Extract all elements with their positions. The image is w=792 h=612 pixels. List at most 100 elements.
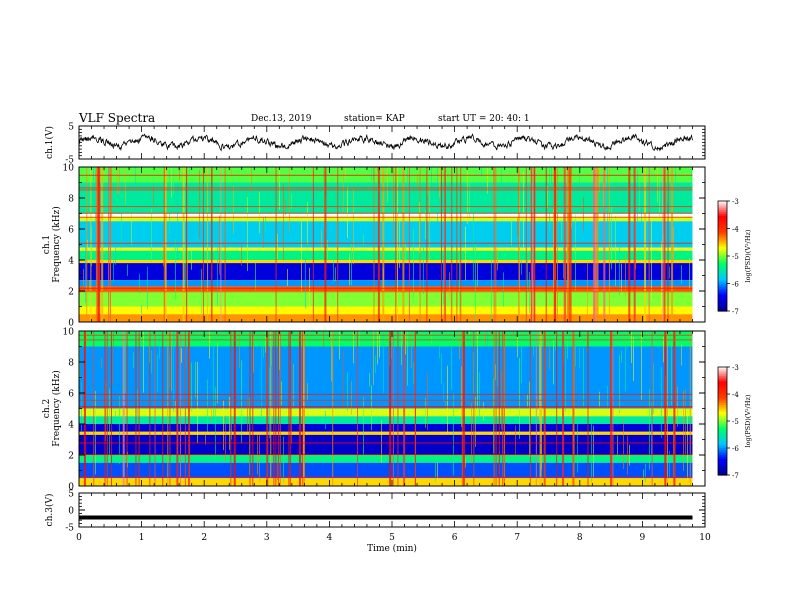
ch2-spectrogram-ytick-label: 8 [68, 359, 74, 369]
ch2-spectrogram-texture [643, 469, 644, 482]
ch2-spectrogram-texture [537, 396, 538, 410]
ch3-waveform-ytick-label: 0 [68, 507, 74, 517]
ch2-spectrogram-texture [459, 331, 460, 360]
ch2-spectrogram-sferic [397, 331, 399, 486]
ch2-spectrogram-sferic [188, 331, 190, 486]
ch2-spectrogram-sferic [149, 331, 151, 486]
ch1-spectrogram-texture [491, 251, 492, 322]
ch2-colorbar-swatch [718, 392, 727, 395]
x-tick-label: 1 [139, 533, 145, 543]
ch2-spectrogram-texture [529, 381, 530, 457]
ch3-waveform-frame [78, 492, 706, 528]
ch1-spectrogram-texture [547, 185, 548, 209]
ch1-spectrogram-tone [79, 242, 693, 244]
ch2-spectrogram-texture [497, 339, 498, 387]
ch2-spectrogram-texture [661, 367, 662, 438]
ch1-colorbar-swatch [718, 250, 727, 253]
ch1-spectrogram-tone [79, 287, 693, 289]
ch2-spectrogram-band [79, 455, 693, 463]
ch2-spectrogram-texture [633, 337, 634, 382]
ch2-colorbar-swatch [718, 440, 727, 444]
ch2-spectrogram-sferic [303, 331, 305, 486]
ch2-spectrogram-texture [427, 373, 428, 430]
ch1-spectrogram-sferic [566, 167, 569, 322]
ch2-spectrogram-texture [411, 331, 412, 369]
ch2-colorbar-swatch [718, 410, 727, 413]
ch2-colorbar-tick-label: -7 [732, 472, 739, 480]
ch1-spectrogram-texture [653, 167, 654, 173]
ch1-spectrogram-texture [175, 239, 176, 300]
ch1-colorbar-swatch [718, 215, 727, 219]
ch1-spectrogram-sferic [531, 167, 534, 322]
ch3-waveform-ylabel-line: ch.3(V) [44, 494, 55, 527]
ch2-spectrogram-texture [629, 444, 630, 466]
ch1-spectrogram-texture [675, 167, 676, 194]
ch1-spectrogram-sferic [426, 167, 428, 322]
ch1-spectrogram-texture [199, 170, 200, 239]
ch1-spectrogram-texture [301, 221, 302, 292]
ch1-spectrogram-texture [417, 173, 418, 188]
ch1-spectrogram-texture [241, 245, 242, 266]
ch2-spectrogram-sferic [277, 331, 279, 486]
ch2-spectrogram-texture [485, 331, 486, 346]
ch2-spectrogram-sferic [473, 331, 475, 486]
ch1-colorbar-swatch [718, 245, 727, 248]
ch1-spectrogram-sferic [408, 167, 410, 322]
ch1-spectrogram-texture [497, 248, 498, 271]
ch1-spectrogram-texture [673, 226, 674, 263]
ch1-spectrogram-ylabel-line: Frequency (kHz) [51, 206, 62, 283]
ch1-spectrogram-texture [661, 241, 662, 308]
ch2-colorbar-swatch [718, 401, 727, 404]
ch2-colorbar-swatch [718, 408, 727, 411]
ch1-colorbar-swatch [718, 307, 727, 310]
ch2-colorbar: -3 -4 -5 -6 -7 log(PSD)(V²/Hz) [717, 364, 752, 480]
ch1-spectrogram-ytick-label: 6 [68, 226, 74, 236]
ch2-spectrogram-texture [339, 331, 340, 360]
ch1-spectrogram-band [79, 250, 693, 260]
ch1-spectrogram-sferic [451, 167, 453, 322]
ch2-spectrogram-texture [261, 340, 262, 420]
ch1-spectrogram-sferic [95, 167, 98, 322]
ch1-spectrogram-texture [371, 167, 372, 186]
ch2-spectrogram-texture [607, 385, 608, 408]
ch2-colorbar-swatch [718, 471, 727, 474]
ch2-spectrogram-sferic [266, 331, 269, 486]
ch3-waveform-ytick-label: -5 [65, 524, 74, 534]
ch1-spectrogram-texture [347, 186, 348, 239]
ch2-spectrogram-texture [317, 331, 318, 335]
ch1-colorbar-swatch [718, 259, 727, 263]
ch1-colorbar-swatch [718, 248, 727, 252]
ch2-spectrogram-tone [79, 406, 693, 408]
ch2-spectrogram-texture [277, 462, 278, 481]
ch2-spectrogram-texture [425, 398, 426, 428]
ch1-spectrogram-sferic [444, 167, 446, 322]
ch1-spectrogram-sferic [569, 167, 572, 322]
ch2-spectrogram-texture [517, 331, 518, 358]
ch1-colorbar-swatch [718, 212, 727, 215]
station-label: station= KAP [344, 114, 405, 124]
ch2-spectrogram-texture [375, 355, 376, 373]
ch1-spectrogram-texture [87, 239, 88, 250]
ch2-spectrogram-texture [105, 380, 106, 441]
ch1-spectrogram-sferic [109, 167, 111, 322]
ch1-colorbar: -3 -4 -5 -6 -7 log(PSD)(V²/Hz) [717, 198, 752, 316]
ch2-spectrogram-texture [119, 395, 120, 464]
ch2-colorbar-swatch [718, 376, 727, 379]
ch2-spectrogram-sferic [392, 331, 394, 486]
ch2-spectrogram-sferic [138, 331, 140, 486]
ch1-spectrogram-sferic [86, 167, 88, 322]
ch1-spectrogram-ytick-label: 0 [68, 319, 74, 329]
ch2-spectrogram-texture [241, 360, 242, 444]
ch1-colorbar-tick-label: -6 [732, 281, 739, 289]
ch2-spectrogram-texture [263, 333, 264, 358]
ch2-spectrogram-sferic [126, 331, 128, 486]
ch2-spectrogram-texture [583, 347, 584, 408]
ch1-spectrogram-texture [121, 181, 122, 249]
ch1-spectrogram-sferic [402, 167, 405, 322]
ch1-spectrogram-sferic [460, 167, 462, 322]
ch2-colorbar-swatch [718, 383, 727, 386]
ch2-spectrogram-texture [405, 331, 406, 355]
ch1-colorbar-swatch [718, 217, 727, 220]
ch1-spectrogram-texture [503, 272, 504, 307]
ch1-colorbar-swatch [718, 305, 727, 308]
